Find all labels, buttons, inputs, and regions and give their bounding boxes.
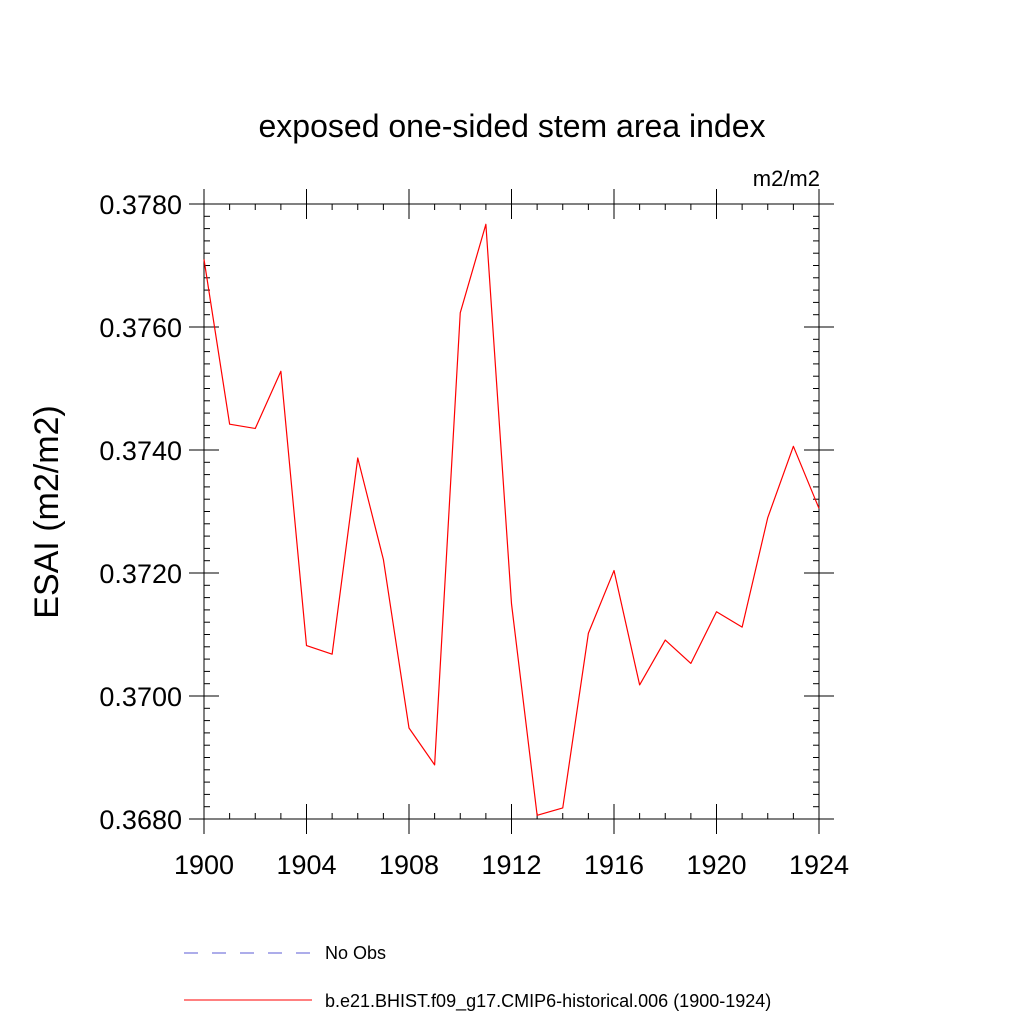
x-tick-label: 1904: [276, 850, 336, 880]
axis-ticks: 1900 1904 1908 1912 1916 1920 1924 0.3680 0.3700…: [99, 189, 849, 880]
y-tick-label: 0.3740: [99, 436, 182, 466]
legend-label-no-obs: No Obs: [325, 943, 386, 963]
x-tick-label: 1920: [686, 850, 746, 880]
x-tick-label: 1916: [584, 850, 644, 880]
series-line: [203, 223, 820, 816]
x-tick-label: 1900: [174, 850, 234, 880]
y-tick-label: 0.3780: [99, 190, 182, 220]
x-tick-label: 1908: [379, 850, 439, 880]
y-tick-label: 0.3680: [99, 805, 182, 835]
legend: No Obs b.e21.BHIST.f09_g17.CMIP6-histori…: [184, 943, 771, 1012]
chart-title: exposed one-sided stem area index: [259, 108, 766, 144]
y-tick-label: 0.3700: [99, 682, 182, 712]
series-layer: [203, 223, 820, 816]
x-tick-label: 1924: [789, 850, 849, 880]
plot-frame: [203, 203, 820, 820]
y-axis-label: ESAI (m2/m2): [28, 405, 66, 618]
y-tick-label: 0.3760: [99, 313, 182, 343]
legend-label-model-run: b.e21.BHIST.f09_g17.CMIP6-historical.006…: [325, 991, 771, 1012]
units-label: m2/m2: [753, 166, 820, 191]
x-tick-label: 1912: [481, 850, 541, 880]
y-tick-label: 0.3720: [99, 559, 182, 589]
